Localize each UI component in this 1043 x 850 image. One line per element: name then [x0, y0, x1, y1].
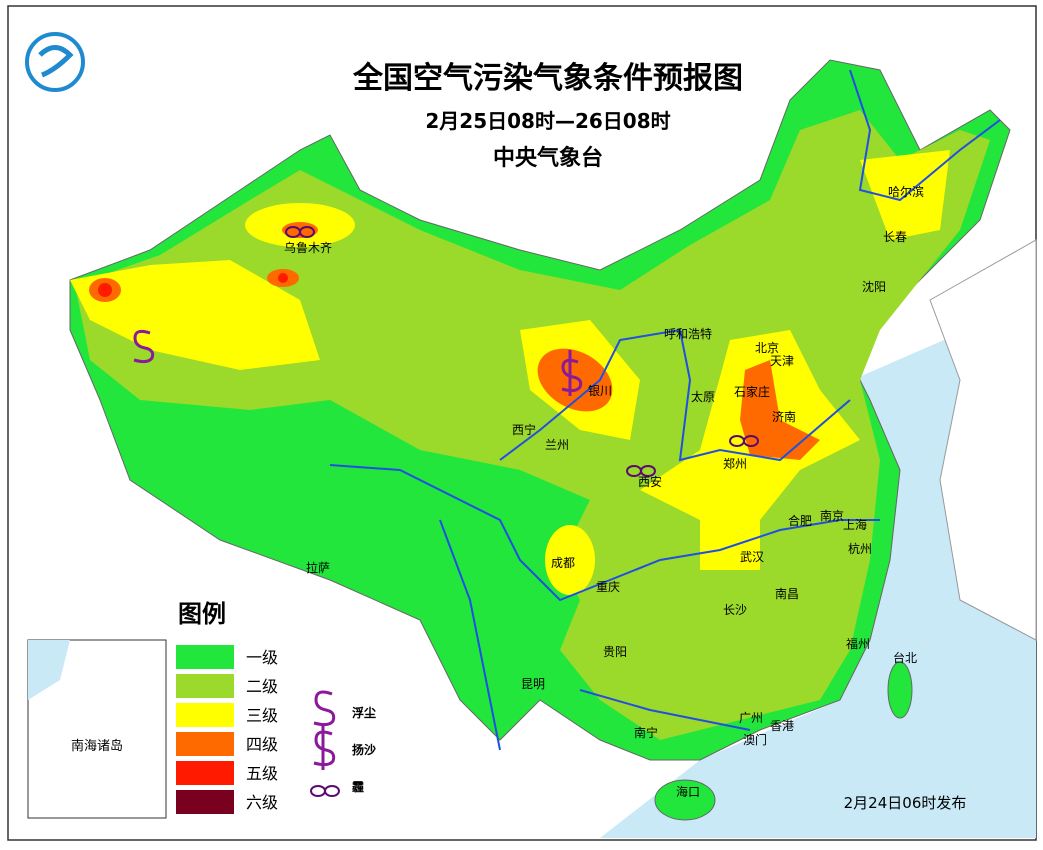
logo-mark	[38, 45, 74, 78]
legend-symbol-label: 浮尘	[352, 705, 376, 720]
agency: 中央气象台	[493, 145, 603, 171]
city-label: 上海	[843, 517, 867, 532]
legend-swatch	[176, 790, 234, 814]
inset-label: 南海诸岛	[71, 738, 123, 754]
city-label: 广州	[739, 711, 763, 725]
sand-symbol	[561, 350, 583, 396]
legend-symbol-label: 霾	[352, 780, 364, 794]
region-level-4	[537, 348, 613, 412]
city-label: 福州	[846, 636, 870, 651]
haze-symbols	[285, 226, 759, 477]
legend-label: 六级	[246, 793, 278, 812]
inset-sea	[28, 640, 70, 700]
city-label: 台北	[893, 650, 917, 665]
region-level-4	[740, 360, 820, 460]
city-label: 长春	[883, 230, 907, 244]
city-label: 西宁	[512, 422, 536, 437]
region-level-3	[545, 525, 595, 595]
city-label: 贵阳	[603, 645, 627, 659]
region-level-3	[70, 260, 320, 370]
legend-dust	[313, 690, 336, 727]
legend-title: 图例	[178, 600, 226, 628]
taiwan	[887, 661, 913, 719]
city-label: 南宁	[634, 725, 658, 740]
legend-swatch	[176, 732, 234, 756]
city-label: 郑州	[723, 456, 747, 471]
legend-swatch	[176, 703, 234, 727]
dust-symbol	[133, 329, 155, 364]
hainan	[654, 779, 716, 821]
city-label: 银川	[588, 384, 612, 398]
city-label: 南京	[820, 508, 844, 523]
legend-label: 三级	[246, 706, 278, 725]
city-label: 成都	[551, 556, 575, 570]
city-label: 香港	[770, 719, 794, 733]
city-label: 南昌	[775, 586, 799, 601]
legend-swatch	[176, 674, 234, 698]
city-label: 武汉	[740, 550, 764, 564]
legend-label: 四级	[246, 735, 278, 754]
rivers	[329, 69, 1001, 751]
city-label: 昆明	[521, 677, 545, 691]
korea-japan	[929, 239, 1037, 641]
legend-label: 一级	[246, 648, 278, 667]
issued: 2月24日06时发布	[844, 794, 967, 812]
city-label: 太原	[691, 389, 715, 404]
city-label: 兰州	[545, 438, 569, 452]
legend-haze	[324, 785, 340, 797]
city-label: 重庆	[596, 580, 620, 594]
city-label: 乌鲁木齐	[284, 240, 332, 255]
city-label: 沈阳	[862, 279, 886, 294]
city-label: 哈尔滨	[888, 184, 924, 199]
legend-label: 五级	[246, 764, 278, 783]
city-label: 石家庄	[734, 384, 770, 399]
city-label: 长沙	[723, 603, 747, 617]
city-label: 呼和浩特	[664, 326, 712, 341]
city-label: 杭州	[848, 541, 872, 556]
legend-label: 二级	[246, 677, 278, 696]
city-label: 海口	[676, 784, 700, 799]
region-level-5	[98, 283, 112, 297]
legend-swatch	[176, 645, 234, 669]
title: 全国空气污染气象条件预报图	[352, 61, 743, 96]
legend-swatch	[176, 761, 234, 785]
legend-symbol-label: 扬沙	[352, 742, 376, 757]
city-label: 合肥	[788, 513, 812, 528]
city-label: 西安	[638, 474, 662, 489]
city-label: 北京	[755, 341, 779, 355]
legend-sand	[313, 726, 336, 770]
logo	[25, 32, 85, 92]
city-label: 天津	[770, 354, 794, 368]
city-label: 济南	[772, 409, 796, 424]
region-level-2	[75, 110, 990, 740]
subtitle: 2月25日08时—26日08时	[425, 109, 670, 133]
city-label: 拉萨	[306, 560, 330, 575]
region-level-5	[278, 273, 288, 283]
city-label: 澳门	[743, 732, 767, 747]
